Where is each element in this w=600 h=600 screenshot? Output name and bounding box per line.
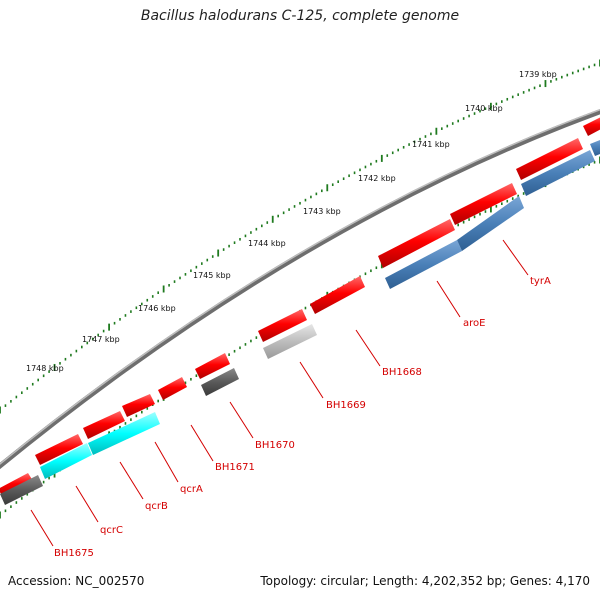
scale-label: 1747 kbp — [82, 335, 120, 344]
leader-line — [436, 280, 461, 318]
gene-label-aroe[interactable]: aroE — [463, 318, 485, 329]
gene-arrow-reverse[interactable] — [88, 412, 160, 455]
gene-arrow-forward[interactable] — [158, 377, 187, 400]
gene-arrow-forward[interactable] — [378, 219, 455, 268]
gene-label-bh1669[interactable]: BH1669 — [326, 400, 366, 411]
gene-arrow-reverse[interactable] — [0, 475, 43, 505]
gene-arrow-forward[interactable] — [195, 353, 230, 379]
genome-stats-label: Topology: circular; Length: 4,202,352 bp… — [260, 574, 590, 588]
gene-arrow-reverse[interactable] — [201, 368, 239, 396]
leader-line — [75, 485, 99, 523]
scale-label: 1741 kbp — [412, 140, 450, 149]
gene-arrow-forward[interactable] — [450, 183, 517, 225]
gene-arrow-forward[interactable] — [310, 276, 365, 314]
scale-label-group: 1739 kbp 1740 kbp 1741 kbp 1742 kbp 1743… — [26, 70, 557, 373]
gene-arrow-reverse[interactable] — [521, 150, 595, 196]
gene-label-qcrb[interactable]: qcrB — [145, 501, 168, 512]
gene-arrow-reverse[interactable] — [40, 443, 92, 479]
leader-line — [229, 401, 254, 439]
gene-arrow-forward[interactable] — [516, 138, 583, 180]
outer-tick-track — [0, 59, 600, 414]
gene-arrow-forward[interactable] — [122, 394, 155, 417]
accession-label: Accession: NC_002570 — [8, 574, 145, 588]
gene-arrow-forward[interactable] — [583, 115, 600, 136]
scale-label: 1745 kbp — [193, 271, 231, 280]
map-title: Bacillus halodurans C-125, complete geno… — [140, 8, 460, 24]
leader-line — [355, 329, 381, 367]
scale-label: 1743 kbp — [303, 207, 341, 216]
scale-label: 1746 kbp — [138, 304, 176, 313]
gene-label-leaders — [30, 239, 529, 547]
scale-label: 1740 kbp — [465, 104, 503, 113]
scale-label: 1742 kbp — [358, 174, 396, 183]
gene-arrow-reverse[interactable] — [457, 196, 524, 251]
gene-label-qcra[interactable]: qcrA — [180, 484, 203, 495]
gene-label-bh1671[interactable]: BH1671 — [215, 462, 255, 473]
gene-labels: tyrA aroE BH1668 BH1669 BH1670 BH1671 qc… — [54, 276, 551, 559]
leader-line — [502, 239, 529, 276]
gene-label-bh1675[interactable]: BH1675 — [54, 548, 94, 559]
genome-backbone — [0, 109, 600, 470]
leader-line — [190, 424, 214, 462]
scale-label: 1748 kbp — [26, 364, 64, 373]
gene-arrow-reverse[interactable] — [385, 240, 462, 289]
forward-strand-genes — [0, 115, 600, 497]
gene-arrow-reverse[interactable] — [263, 324, 317, 359]
gene-arrow-forward[interactable] — [35, 434, 83, 465]
gene-arrow-forward[interactable] — [83, 411, 125, 439]
gene-label-bh1670[interactable]: BH1670 — [255, 440, 295, 451]
leader-line — [154, 441, 179, 483]
leader-line — [299, 361, 324, 399]
leader-line — [30, 509, 54, 547]
scale-label: 1739 kbp — [519, 70, 557, 79]
leader-line — [119, 461, 144, 500]
reverse-strand-genes — [0, 138, 600, 505]
genome-backbone-highlight — [0, 108, 600, 465]
gene-arrow-forward[interactable] — [258, 309, 307, 342]
gene-label-qcrc[interactable]: qcrC — [100, 525, 123, 536]
gene-label-tyra[interactable]: tyrA — [530, 276, 551, 287]
scale-label: 1744 kbp — [248, 239, 286, 248]
gene-label-bh1668[interactable]: BH1668 — [382, 367, 422, 378]
gene-arrow-reverse[interactable] — [590, 138, 600, 156]
